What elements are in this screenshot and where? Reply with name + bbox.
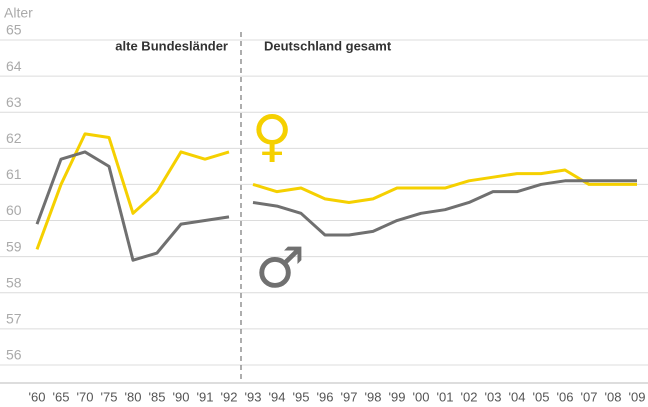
y-tick-label: 56	[6, 347, 22, 363]
y-tick-label: 65	[6, 22, 22, 38]
x-tick-label: '93	[245, 389, 262, 404]
y-tick-label: 62	[6, 130, 22, 146]
legend-symbol: ♂	[255, 236, 305, 301]
y-tick-label: 64	[6, 58, 22, 74]
y-tick-label: 59	[6, 238, 22, 254]
x-tick-label: '99	[389, 389, 406, 404]
x-tick-label: '92	[221, 389, 238, 404]
x-tick-label: '01	[437, 389, 454, 404]
x-tick-label: '08	[605, 389, 622, 404]
series-line	[35, 132, 230, 250]
x-tick-label: '96	[317, 389, 334, 404]
x-tick-label: '09	[629, 389, 646, 404]
y-tick-label: 60	[6, 202, 22, 218]
y-tick-label: 57	[6, 311, 22, 327]
y-axis-label: Alter	[4, 5, 33, 21]
x-tick-label: '80	[125, 389, 142, 404]
panel-title: alte Bundesländer	[115, 38, 228, 53]
x-tick-label: '02	[461, 389, 478, 404]
x-tick-label: '00	[413, 389, 430, 404]
x-tick-label: '90	[173, 389, 190, 404]
series-line	[252, 179, 637, 237]
x-tick-label: '75	[101, 389, 118, 404]
series-line	[252, 168, 637, 204]
series-line	[35, 150, 230, 262]
x-tick-label: '07	[581, 389, 598, 404]
legend-symbol: ♀	[251, 104, 292, 169]
panel-title: Deutschland gesamt	[264, 38, 392, 53]
x-tick-label: '91	[197, 389, 214, 404]
x-tick-label: '94	[269, 389, 286, 404]
x-tick-label: '85	[149, 389, 166, 404]
x-tick-label: '65	[53, 389, 70, 404]
x-tick-label: '97	[341, 389, 358, 404]
x-tick-label: '98	[365, 389, 382, 404]
x-tick-label: '04	[509, 389, 526, 404]
x-tick-label: '95	[293, 389, 310, 404]
y-tick-label: 63	[6, 94, 22, 110]
x-tick-label: '06	[557, 389, 574, 404]
y-tick-label: 61	[6, 166, 22, 182]
y-tick-label: 58	[6, 274, 22, 290]
x-tick-label: '05	[533, 389, 550, 404]
x-tick-label: '60	[29, 389, 46, 404]
x-tick-label: '70	[77, 389, 94, 404]
x-tick-label: '03	[485, 389, 502, 404]
